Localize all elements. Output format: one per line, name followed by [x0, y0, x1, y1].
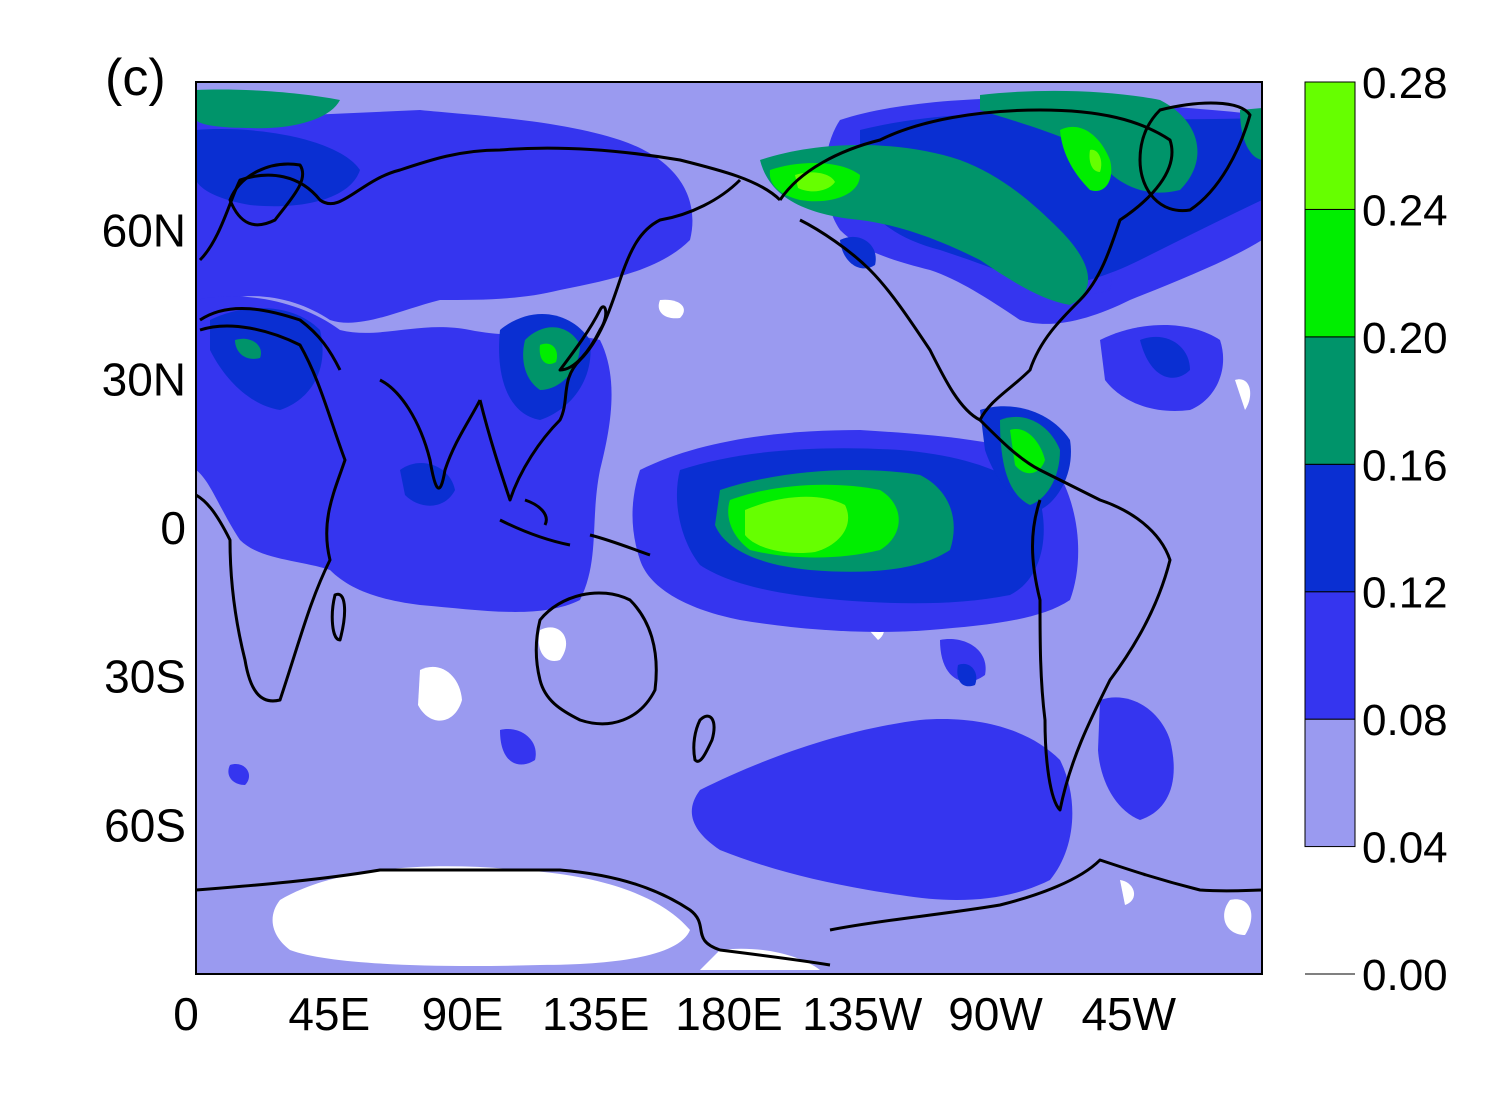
- colorbar-swatch: [1304, 718, 1356, 848]
- colorbar-swatch: [1304, 591, 1356, 720]
- colorbar-swatch: [1304, 208, 1356, 338]
- x-tick-label: 135E: [542, 988, 649, 1040]
- coast-indonesia: [499, 498, 651, 557]
- coast-north-america: [778, 108, 1174, 422]
- coast-africa: [196, 324, 347, 703]
- coast-india: [379, 378, 482, 490]
- coast-madagascar: [330, 592, 347, 642]
- y-tick-label: 30N: [102, 353, 186, 405]
- x-tick-label: 135W: [802, 988, 923, 1040]
- colorbar-label: 0.28: [1362, 59, 1448, 108]
- coast-south-america: [978, 418, 1172, 812]
- y-tick-label: 60S: [104, 799, 186, 851]
- coast-new-zealand: [692, 714, 716, 763]
- y-axis: 60N 30N 0 30S 60S: [102, 205, 186, 852]
- x-tick-label: 180E: [675, 988, 782, 1040]
- colorbar-swatch: [1305, 846, 1355, 974]
- colorbar: 0.28 0.24 0.20 0.16 0.12 0.08 0.04 0.00: [1304, 59, 1448, 1000]
- x-axis: 0 45E 90E 135E 180E 135W 90W 45W: [173, 988, 1176, 1040]
- y-tick-label: 0: [160, 502, 186, 554]
- y-tick-label: 30S: [104, 651, 186, 703]
- y-tick-label: 60N: [102, 205, 186, 257]
- coast-greenland: [1138, 101, 1252, 213]
- field-level-0-24: [745, 149, 1102, 554]
- coastlines: [196, 101, 1262, 967]
- x-tick-label: 90W: [948, 988, 1043, 1040]
- x-tick-label: 45E: [288, 988, 370, 1040]
- coast-japan: [558, 305, 608, 372]
- x-tick-label: 45W: [1081, 988, 1176, 1040]
- x-tick-label: 90E: [422, 988, 504, 1040]
- map-frame: [195, 81, 1263, 975]
- colorbar-label: 0.20: [1362, 314, 1448, 363]
- contour-map: [196, 82, 1262, 974]
- panel-label: (c): [105, 49, 166, 107]
- colorbar-label: 0.04: [1362, 824, 1448, 873]
- colorbar-label: 0.08: [1362, 696, 1448, 745]
- colorbar-label: 0.24: [1362, 186, 1448, 235]
- colorbar-swatch: [1304, 336, 1356, 465]
- coast-australia: [534, 591, 658, 726]
- colorbar-label: 0.16: [1362, 441, 1448, 490]
- coast-eurasia: [198, 146, 782, 262]
- colorbar-swatch: [1304, 463, 1356, 593]
- coast-scandinavia: [228, 162, 305, 227]
- coast-med: [199, 307, 342, 371]
- colorbar-label: 0.00: [1362, 951, 1448, 1000]
- coast-antarctica: [196, 858, 1262, 967]
- colorbar-swatch: [1304, 81, 1356, 210]
- colorbar-label: 0.12: [1362, 569, 1448, 618]
- x-tick-label: 0: [173, 988, 199, 1040]
